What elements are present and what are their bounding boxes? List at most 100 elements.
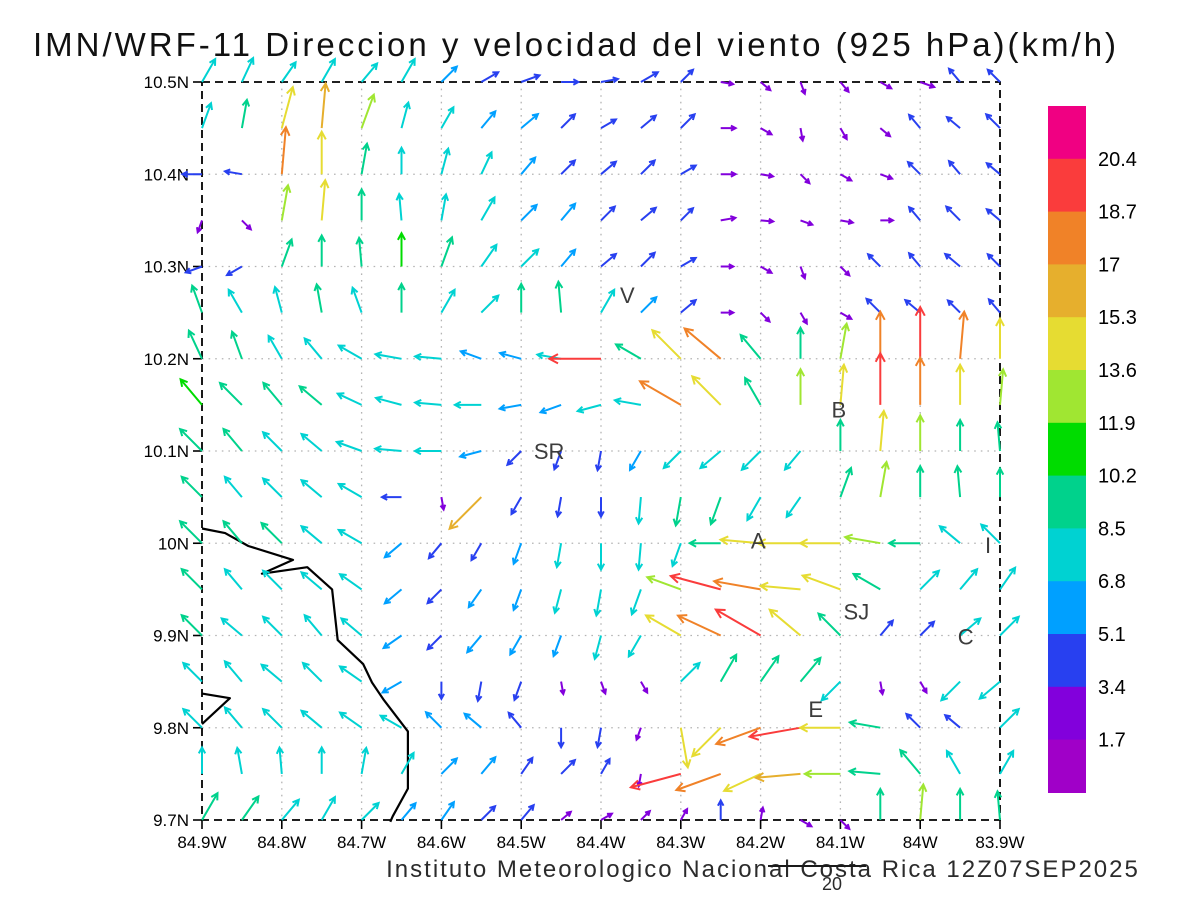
- wind-arrow: [559, 681, 566, 697]
- wind-arrow: [395, 192, 404, 221]
- x-tick-label: 84.1W: [816, 833, 865, 852]
- wind-arrow: [839, 173, 854, 182]
- wind-arrow: [373, 445, 402, 454]
- wind-arrow: [919, 81, 937, 89]
- wind-arrow: [634, 497, 644, 526]
- wind-arrow: [575, 403, 602, 414]
- wind-arrow: [955, 417, 965, 451]
- wind-arrow: [316, 129, 327, 175]
- wind-arrow: [944, 205, 961, 222]
- wind-arrow: [680, 68, 695, 83]
- wind-arrow: [674, 772, 722, 793]
- wind-arrow: [594, 450, 603, 473]
- x-tick-label: 84.9W: [177, 833, 226, 852]
- wind-arrow: [802, 769, 841, 779]
- station-label: SR: [534, 439, 565, 464]
- wind-arrow: [298, 385, 323, 406]
- wind-arrow: [560, 112, 577, 129]
- wind-arrow: [875, 309, 886, 359]
- wind-arrow: [670, 542, 682, 568]
- wind-arrow: [640, 809, 652, 821]
- coastline: [201, 692, 231, 725]
- wind-arrow: [600, 118, 618, 129]
- wind-arrow: [628, 772, 682, 791]
- wind-arrow: [798, 722, 841, 733]
- wind-arrow: [400, 57, 416, 83]
- wind-arrow: [987, 297, 1001, 314]
- wind-arrow: [260, 521, 283, 544]
- wind-arrow: [817, 612, 842, 637]
- wind-arrow: [440, 287, 456, 314]
- wind-arrow: [360, 801, 381, 821]
- wind-arrow: [720, 80, 736, 87]
- wind-arrow: [480, 804, 497, 821]
- wind-arrow: [839, 819, 851, 831]
- wind-arrow: [520, 155, 537, 175]
- x-tick-label: 84.5W: [497, 833, 546, 852]
- wind-arrow: [839, 465, 853, 498]
- wind-arrow: [557, 727, 565, 750]
- wind-arrow: [919, 620, 936, 637]
- wind-arrow: [552, 589, 563, 615]
- y-tick-label: 10.4N: [144, 165, 189, 184]
- wind-arrow: [682, 327, 722, 360]
- wind-arrow: [768, 608, 802, 637]
- wind-arrow: [313, 282, 323, 313]
- wind-arrow: [373, 395, 402, 406]
- wind-arrow: [717, 798, 725, 820]
- wind-arrow: [999, 565, 1017, 590]
- wind-arrow: [978, 680, 1001, 700]
- wind-arrow: [512, 681, 523, 702]
- wind-arrow: [740, 450, 762, 472]
- colorbar-segment: [1048, 317, 1086, 371]
- wind-arrow: [424, 710, 443, 729]
- wind-arrow: [334, 440, 362, 452]
- wind-arrow: [220, 617, 243, 637]
- wind-arrow: [879, 173, 895, 181]
- wind-arrow: [600, 252, 618, 268]
- wind-arrow: [281, 798, 301, 821]
- wind-arrow: [299, 709, 323, 729]
- wind-arrow: [907, 113, 921, 129]
- wind-arrow: [458, 450, 482, 459]
- wind-arrow: [223, 475, 243, 498]
- wind-arrow: [480, 109, 497, 129]
- wind-arrow: [680, 298, 698, 314]
- wind-arrow: [538, 403, 562, 415]
- wind-arrow: [350, 285, 363, 313]
- wind-arrow: [299, 571, 323, 591]
- wind-arrow: [223, 705, 243, 729]
- wind-arrow: [918, 782, 928, 821]
- wind-arrow: [554, 279, 564, 313]
- wind-arrow: [985, 161, 1001, 175]
- wind-arrow: [914, 355, 926, 405]
- wind-arrow: [799, 173, 811, 185]
- wind-arrow: [879, 127, 892, 138]
- wind-arrow: [272, 285, 283, 313]
- wind-arrow: [412, 352, 442, 361]
- wind-arrow: [560, 202, 577, 222]
- y-tick-label: 9.7N: [153, 811, 189, 830]
- wind-arrow: [999, 749, 1015, 775]
- wind-arrow: [397, 145, 406, 175]
- colorbar-label: 18.7: [1098, 202, 1137, 224]
- wind-arrow: [668, 572, 721, 591]
- wind-arrow: [638, 380, 682, 406]
- wind-arrow: [947, 159, 961, 175]
- wind-arrow: [181, 661, 203, 683]
- wind-arrow: [400, 801, 417, 821]
- wind-arrow: [467, 588, 483, 609]
- wind-arrow: [759, 81, 772, 92]
- wind-arrow: [847, 719, 881, 729]
- wind-arrow: [413, 398, 442, 408]
- wind-arrow: [680, 164, 698, 176]
- wind-arrow: [240, 97, 251, 129]
- wind-arrow: [592, 635, 602, 661]
- wind-arrow: [600, 160, 618, 175]
- footer-strike-line: [768, 865, 866, 867]
- wind-arrow: [698, 450, 722, 470]
- wind-arrow: [360, 92, 376, 129]
- wind-arrow: [919, 569, 941, 591]
- wind-arrow: [722, 772, 762, 793]
- wind-arrow: [915, 463, 925, 498]
